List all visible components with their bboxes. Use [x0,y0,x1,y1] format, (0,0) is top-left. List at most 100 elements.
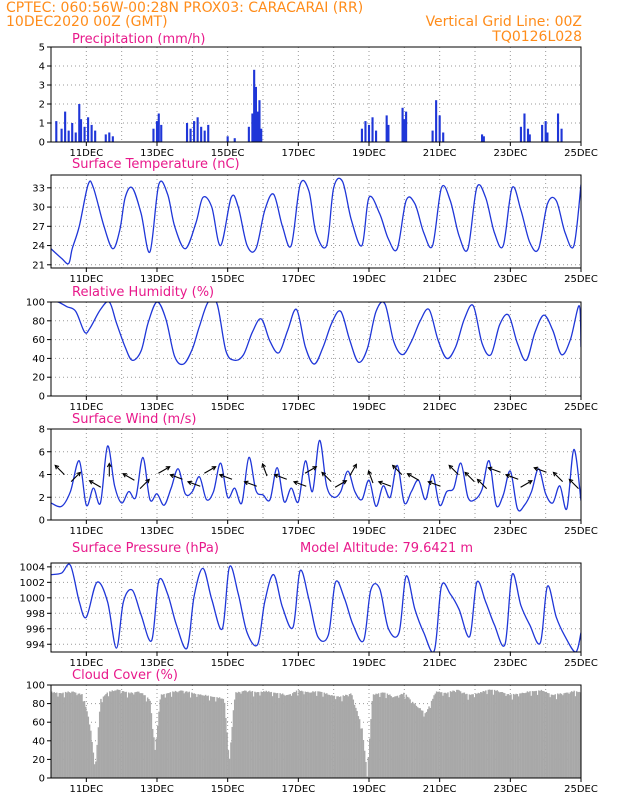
cloud-bar [562,695,564,778]
x-tick-label: 13DEC [140,148,174,159]
cloud-bar [109,691,111,778]
wind-arrow-head [273,473,279,479]
cloud-bar [492,694,495,778]
cloud-bar [298,689,300,778]
cloud-bar [520,693,522,778]
header-date: 10DEC2020 00Z (GMT) [6,14,168,30]
cloud-bar [286,694,289,778]
cloud-bar [289,694,291,778]
x-tick-label: 13DEC [140,274,174,285]
cloud-bar [264,691,266,778]
precip-bar [375,130,378,142]
cloud-bar [355,707,357,778]
cloud-bar [78,693,81,778]
cloud-bar [297,695,299,778]
cloud-bar [175,691,178,778]
precip-bar [253,69,256,142]
cloud-bar [173,692,175,778]
cloud-bar [452,690,454,778]
cloud-bar [314,691,317,778]
wind-arrow [488,467,501,473]
cloud-bar [317,691,319,778]
wind-arrow-head [427,480,433,486]
cloud-bar [312,691,314,778]
cloud-bar [346,695,348,778]
cloud-bar [59,693,62,778]
cloud-bar [56,692,58,778]
precip-bar [385,115,388,142]
cloud-bar [557,693,559,778]
y-tick-label: 30 [32,203,45,214]
panel-cloud: 0 20 40 60 80 100 11DEC 13DEC 15DEC 17DEC 19DEC 21D… [26,668,598,795]
cloud-bar [387,695,390,778]
x-tick-label: 21DEC [423,784,457,795]
cloud-bar [106,692,108,778]
cloud-bar [202,695,204,778]
precip-bar [185,123,189,142]
cloud-bar [389,694,391,778]
cloud-bar [313,692,315,778]
y-tick-label: 80 [32,316,45,327]
cloud-bar [549,697,551,778]
cloud-bar [256,692,259,778]
precip-bar [544,121,547,142]
wind-arrow [122,473,135,481]
cloud-bar [534,691,536,778]
cloud-bar [443,692,445,778]
cloud-bar [54,692,57,778]
precip-bar [79,119,83,142]
cloud-bar [125,691,127,778]
y-tick-label: 60 [32,335,45,346]
cloud-bar [235,692,237,778]
wind-arrow [368,470,374,484]
cloud-bar [569,692,572,778]
cloud-bar [212,696,214,778]
cloud-bar [448,697,450,778]
precip-bar [546,132,549,142]
x-tick-label: 11DEC [69,274,103,285]
cloud-bar [299,691,302,778]
precip-bar [431,130,434,142]
x-tick-label: 25DEC [564,402,598,413]
cloud-bar [141,693,144,778]
precip-bar [367,124,371,142]
cloud-bar [187,692,189,778]
cloud-bar [550,694,553,778]
cloud-bar [126,697,129,778]
cloud-bar [134,692,136,778]
cloud-bar [303,694,305,778]
cloud-bar [458,690,461,778]
cloud-bar [434,693,437,778]
cloud-bar [172,691,174,778]
x-tick-label: 19DEC [352,402,386,413]
precip-bar [260,128,263,142]
wind-arrow-head [568,478,574,484]
y-tick-label: 33 [32,183,45,194]
cloud-bar [578,691,580,778]
precip-bar [226,136,229,142]
precip-bar [387,124,390,142]
cloud-bar [240,693,242,778]
cloud-bar [257,692,260,778]
cloud-bar [247,691,250,778]
cloud-bar [454,692,457,778]
y-tick-label: 2 [39,100,45,111]
cloud-bar [490,689,492,778]
precip-bar [254,86,257,142]
cloud-bar [196,696,198,778]
cloud-bar [553,695,555,778]
y-tick-label: 40 [32,354,45,365]
cloud-bar [478,693,481,778]
cloud-bar [410,703,413,778]
cloud-bar [279,693,281,778]
x-tick-label: 21DEC [423,148,457,159]
y-tick-label: 5 [39,43,45,54]
cloud-bar [522,693,525,778]
wind-arrow [477,479,488,489]
cloud-bar [183,693,185,778]
temp-series-line [51,177,581,265]
cloud-bar [309,692,312,778]
wind-arrow-head [342,480,348,485]
x-tick-label: 25DEC [564,274,598,285]
cloud-bar [223,702,226,778]
